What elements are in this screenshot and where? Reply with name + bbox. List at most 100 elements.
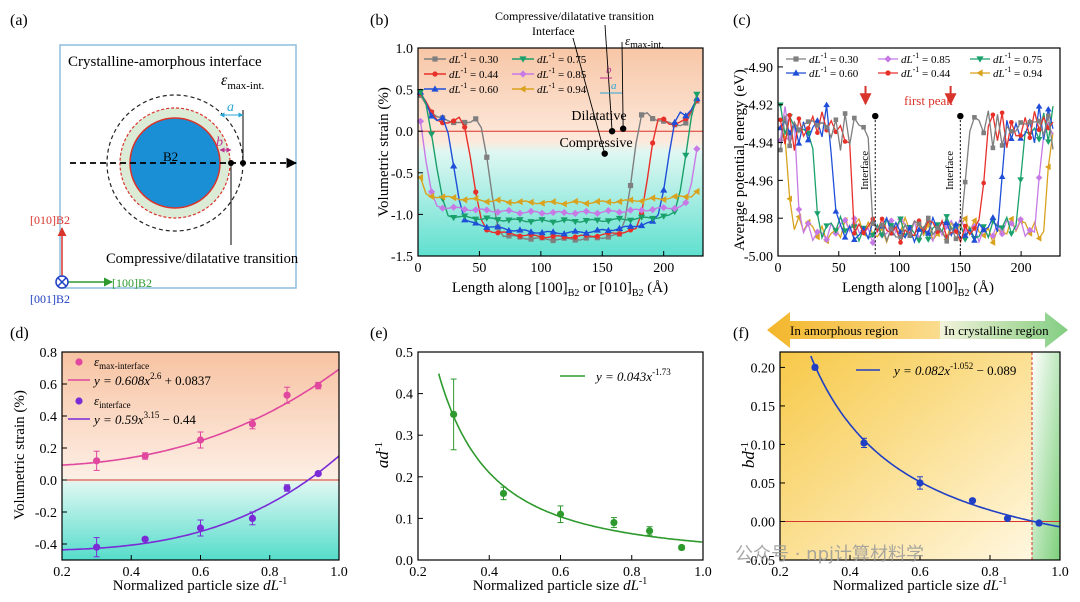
b-xtick-label: 50 [472,261,486,276]
c-series-marker [1027,135,1033,141]
c-series-marker [805,119,811,124]
c-legend-marker [885,70,891,76]
f-crystalline-label: In crystalline region [944,323,1049,338]
b-series-marker [505,198,512,207]
b-series-marker [483,215,491,222]
d-xlabel: Normalized particle size dL-1 [113,576,288,594]
c-series-marker [980,232,986,239]
c-series-marker [962,179,968,185]
b-xtick-label: 200 [653,261,674,276]
c-series-marker [796,127,802,132]
e-xtick-label: 0.8 [623,565,641,580]
c-series-marker [924,230,932,236]
f-amorphous-label: In amorphous region [790,323,899,338]
f-ytick-label: 0.15 [751,400,776,415]
watermark: 公众号 · npj计算材料学 [735,544,924,565]
d-data-point [314,382,322,390]
legend-label: dL-1 = 0.85 [537,66,587,81]
b-series-marker [473,189,479,195]
panel-e: (e) ad-1 Normalized particle size dL-1 [370,325,647,594]
axis-x-label: [100]B2 [112,276,152,290]
b-series-marker [626,217,635,224]
b-series-marker [682,193,689,201]
b-series-marker [661,116,667,122]
b-series-marker [472,195,479,203]
c-series-marker [832,228,840,234]
d-data-point [141,452,149,460]
e-xtick-label: 0.2 [409,565,427,580]
c-series-marker [972,226,977,231]
legend-label: dL-1 = 0.94 [537,81,587,96]
d-legend-fit: y = 0.608x2.6 + 0.0837 [92,371,211,388]
b-series-marker [462,124,468,130]
d-legend-marker [75,358,83,366]
b-xtick-label: 150 [592,261,613,276]
transition-label: Compressive/dilatative transition [106,251,299,267]
c-series-marker [924,237,932,243]
a-label: a [227,100,234,115]
eps-symbol: εmax-int. [221,72,265,92]
c-series-marker [999,110,1005,116]
c-series-marker [861,230,866,236]
c-series-marker [1035,235,1042,242]
b-series-marker [571,219,579,226]
b-series-marker [582,218,590,225]
f-xtick-label: 1.0 [1051,565,1069,580]
e-ytick-label: 0.5 [396,346,414,361]
b-series-marker [682,152,690,159]
b-series-marker [627,182,634,189]
crystalline-region-arrow [940,312,1068,348]
c-series-marker [972,115,977,120]
d-data-point [93,457,101,465]
c-ytick-label: -4.94 [744,137,773,152]
b-series-marker [671,192,678,201]
c-series-marker [1036,127,1042,133]
b-series-marker [671,118,679,125]
c-series-marker [925,215,931,221]
c-series-marker [842,111,848,116]
b-eps-annotation: εmax-int. [625,33,664,51]
f-data-point [916,479,924,487]
c-series-marker [907,233,913,239]
b-ytick-label: 1.0 [396,42,414,57]
c-ytick-label: -4.90 [744,61,773,76]
b-ylabel: Volumetric strain (%) [376,87,392,217]
c-series-marker [1035,103,1043,109]
b-legend-marker [432,56,438,62]
c-series-marker [961,232,969,238]
c-xtick-label: 200 [1011,261,1032,276]
e-plot-frame [417,351,704,561]
b-series-marker [450,203,458,211]
c-series-marker [897,216,904,223]
c-series-marker [861,124,866,130]
b-interface-annotation: Interface [532,24,575,38]
b-ytick-label: 0.0 [396,125,414,140]
b-series-marker [593,217,601,224]
c-series-marker [1036,118,1042,124]
panel-c-label: (c) [733,12,751,29]
axis-z-cross [57,277,67,287]
b-series-marker [483,223,491,230]
b-series-marker [671,209,679,216]
b-series-marker [550,237,556,244]
d-xtick-label: 0.6 [192,565,210,580]
f-data-point [1035,519,1043,527]
c-series-marker [998,173,1006,179]
c-series-marker [1008,220,1015,227]
d-legend-marker [75,397,83,405]
c-series-marker [795,206,803,213]
b-series-marker [517,233,523,239]
c-series-marker [823,101,830,108]
c-series-marker [971,237,978,243]
e-xtick-label: 0.6 [552,565,570,580]
b-series-marker [682,199,690,207]
c-first-peak-label: first peak [904,93,953,108]
legend-label: dL-1 = 0.60 [449,81,499,96]
f-ytick-label: 0.00 [751,515,776,530]
c-legend-marker [976,69,983,77]
d-xtick-label: 0.2 [53,565,71,580]
c-series-marker [814,233,820,241]
c-series-marker [887,223,895,229]
c-series-marker [915,238,923,244]
c-series-marker [980,226,987,233]
